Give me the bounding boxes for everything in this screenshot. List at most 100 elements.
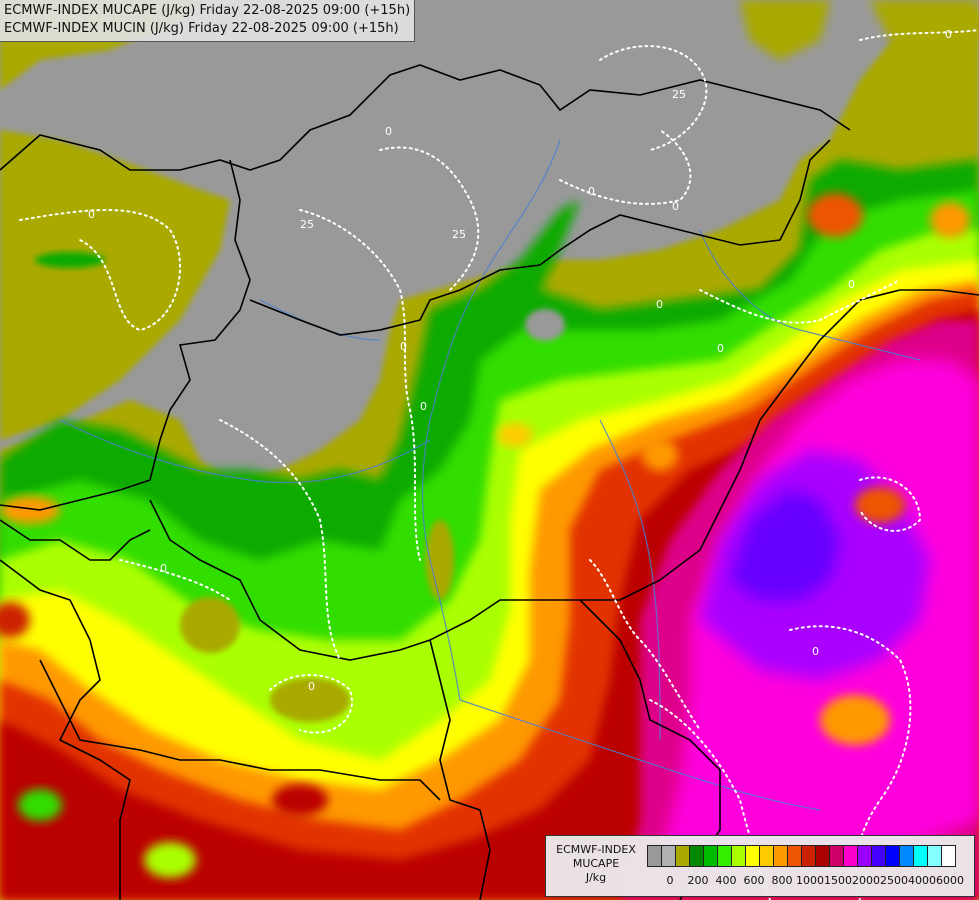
cape-zone-indigo: [730, 490, 840, 600]
cape-spot: [18, 789, 62, 821]
cape-spot: [0, 602, 30, 638]
contour-labels: 0 25 0 25 25 0 0 0 0 0 0 0 0 0 0 0: [88, 28, 952, 693]
cape-spot: [807, 193, 863, 237]
legend-tick-label: 800: [771, 874, 793, 887]
legend-ticks: 0 200 400 600 800 1000 1500 2000 2500 4000 6000: [647, 874, 967, 888]
cape-spot-low: [426, 520, 454, 600]
legend-tick-label: 200: [687, 874, 709, 887]
cape-spot-low: [180, 597, 240, 653]
cape-spot: [930, 202, 970, 238]
contour-label: 0: [308, 680, 315, 693]
cape-spot: [144, 842, 196, 878]
contour-label: 25: [452, 228, 466, 241]
legend-swatch: [857, 845, 872, 867]
legend-variable: MUCAPE: [572, 857, 620, 870]
legend-swatch: [647, 845, 662, 867]
contour-label: 0: [717, 342, 724, 355]
contour-label: 0: [945, 28, 952, 41]
cape-spot-low: [270, 678, 350, 722]
legend-swatch: [773, 845, 788, 867]
rivers: [59, 139, 921, 811]
legend-swatch: [829, 845, 844, 867]
mucin-contour: [119, 559, 231, 601]
border: [249, 139, 831, 336]
legend-tick-label: 0: [666, 874, 674, 887]
contour-label: 0: [160, 562, 167, 575]
mucin-contour: [299, 209, 421, 561]
contour-label: 0: [848, 278, 855, 291]
mucin-contour: [859, 476, 922, 532]
legend-tick-label: 6000: [936, 874, 964, 887]
legend-swatch: [815, 845, 830, 867]
contour-label: 0: [400, 340, 407, 353]
legend-swatch: [759, 845, 774, 867]
river: [699, 229, 921, 361]
cape-spot: [35, 252, 105, 268]
cape-spot: [0, 496, 60, 524]
legend-tick-label: 2500: [880, 874, 908, 887]
mucin-contour: [699, 279, 901, 324]
legend-tick-label: 1000: [796, 874, 824, 887]
legend-swatch: [787, 845, 802, 867]
map-title: ECMWF-INDEX MUCAPE (J/kg) Friday 22-08-2…: [0, 0, 416, 42]
contour-label: 25: [672, 88, 686, 101]
border: [0, 159, 251, 511]
border: [39, 659, 441, 801]
cape-zone-low-north: [740, 0, 979, 60]
contour-label: 0: [420, 400, 427, 413]
legend-model: ECMWF-INDEX: [556, 843, 636, 856]
contour-label: 25: [300, 218, 314, 231]
cape-spot: [820, 695, 890, 745]
border: [0, 519, 151, 561]
river: [459, 699, 821, 811]
legend-swatch: [885, 845, 900, 867]
cape-spot-low: [525, 309, 565, 341]
mucin-contour: [589, 559, 701, 731]
legend-label: ECMWF-INDEX MUCAPE J/kg: [548, 843, 644, 885]
legend-swatch: [717, 845, 732, 867]
legend-swatch: [689, 845, 704, 867]
legend-unit: J/kg: [585, 871, 607, 884]
borders: [0, 64, 979, 900]
border: [0, 559, 131, 900]
cape-spot: [642, 439, 678, 471]
mucin-contour: [599, 45, 708, 151]
contour-label: 0: [385, 125, 392, 138]
river: [421, 139, 561, 701]
color-legend: ECMWF-INDEX MUCAPE J/kg 0 200 400 600 800 100…: [545, 835, 975, 897]
legend-tick-label: 2000: [852, 874, 880, 887]
mucin-contour: [19, 209, 181, 332]
border: [429, 639, 491, 900]
legend-swatch: [745, 845, 760, 867]
legend-swatch: [731, 845, 746, 867]
legend-swatch: [871, 845, 886, 867]
mucin-contour: [379, 146, 480, 291]
contour-label: 0: [88, 208, 95, 221]
mucin-contour: [859, 29, 979, 41]
legend-swatch: [927, 845, 942, 867]
cape-spot: [272, 784, 328, 816]
legend-swatch: [941, 845, 956, 867]
contour-label: 0: [812, 645, 819, 658]
legend-swatch: [801, 845, 816, 867]
legend-swatch: [843, 845, 858, 867]
mucin-contour: [559, 129, 692, 205]
legend-swatch: [675, 845, 690, 867]
legend-tick-label: 400: [715, 874, 737, 887]
legend-tick-label: 4000: [908, 874, 936, 887]
legend-tick-label: 1500: [824, 874, 852, 887]
river: [59, 419, 431, 484]
title-mucin: ECMWF-INDEX MUCIN (J/kg) Friday 22-08-20…: [4, 21, 399, 36]
legend-swatch: [703, 845, 718, 867]
legend-swatch: [913, 845, 928, 867]
title-mucape: ECMWF-INDEX MUCAPE (J/kg) Friday 22-08-2…: [4, 3, 411, 18]
contour-label: 0: [656, 298, 663, 311]
river: [599, 419, 661, 741]
contour-label: 0: [588, 185, 595, 198]
cape-spot: [497, 423, 533, 447]
legend-swatches: [647, 845, 956, 867]
cape-spot: [855, 487, 905, 523]
legend-tick-label: 600: [743, 874, 765, 887]
